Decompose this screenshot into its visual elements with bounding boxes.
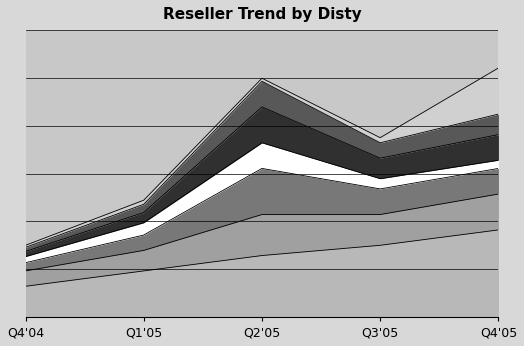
Title: Reseller Trend by Disty: Reseller Trend by Disty [162, 7, 362, 22]
